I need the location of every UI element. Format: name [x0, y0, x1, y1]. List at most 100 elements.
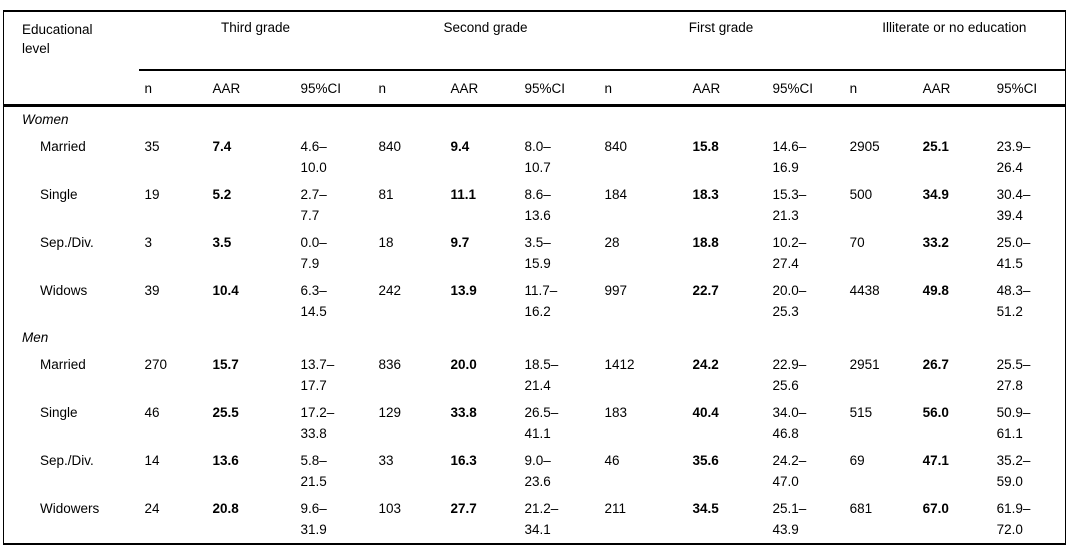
ci-upper: 7.9 — [300, 256, 320, 271]
ci-lower: 22.9– — [772, 357, 807, 372]
cell-n: 184 — [604, 187, 628, 202]
ci-lower: 50.9– — [996, 405, 1031, 420]
ci-lower: 8.6– — [524, 187, 551, 202]
ci-lower: 8.0– — [524, 139, 551, 154]
col-header-ci: 95%CI — [294, 70, 373, 107]
ci-lower: 48.3– — [996, 283, 1031, 298]
ci-lower: 14.6– — [772, 139, 807, 154]
cell-aar: 56.0 — [922, 405, 949, 420]
cell-ci: 11.7– 16.2 — [519, 277, 599, 325]
cell-ci: 18.5– 21.4 — [519, 351, 599, 399]
cell-ci: 21.2– 34.1 — [519, 495, 599, 544]
education-mortality-table: Educational level Third grade Second gra… — [3, 10, 1067, 545]
group-header-third-grade: Third grade — [138, 11, 373, 71]
cell-n: 500 — [849, 187, 873, 202]
cell-aar: 16.3 — [450, 453, 477, 468]
cell-ci: 17.2– 33.8 — [295, 399, 373, 447]
cell-aar: 9.7 — [450, 235, 470, 250]
cell-ci: 0.0– 7.9 — [295, 229, 373, 277]
cell-aar: 13.6 — [212, 453, 239, 468]
row-label: Married — [40, 357, 86, 372]
table-row: Married 270 15.7 13.7– 17.7 836 20.0 18.5– 21.4 1… — [4, 351, 1066, 399]
cell-ci: 6.3– 14.5 — [295, 277, 373, 325]
ci-upper: 10.7 — [524, 160, 551, 175]
ci-lower: 21.2– — [524, 501, 559, 516]
table-body: Women Married 35 7.4 4.6– 10.0 840 9.4 8.0– 10.7 8… — [4, 106, 1066, 545]
cell-n: 81 — [378, 187, 394, 202]
ci-upper: 27.4 — [772, 256, 799, 271]
ci-upper: 17.7 — [300, 378, 327, 393]
row-label: Sep./Div. — [40, 235, 94, 250]
cell-aar: 27.7 — [450, 501, 477, 516]
cell-aar: 11.1 — [450, 187, 477, 202]
cell-ci: 48.3– 51.2 — [991, 277, 1066, 325]
table-row: Single 46 25.5 17.2– 33.8 129 33.8 26.5– 41.1 183… — [4, 399, 1066, 447]
ci-lower: 61.9– — [996, 501, 1031, 516]
ci-lower: 10.2– — [772, 235, 807, 250]
ci-lower: 5.8– — [300, 453, 327, 468]
cell-ci: 25.1– 43.9 — [767, 495, 844, 544]
cell-aar: 25.1 — [922, 139, 949, 154]
ci-lower: 25.1– — [772, 501, 807, 516]
ci-upper: 43.9 — [772, 522, 799, 537]
row-label: Widows — [40, 283, 88, 298]
ci-upper: 27.8 — [996, 378, 1023, 393]
cell-n: 681 — [849, 501, 873, 516]
cell-aar: 35.6 — [692, 453, 719, 468]
cell-ci: 9.0– 23.6 — [519, 447, 599, 495]
group-header-row: Educational level Third grade Second gra… — [3, 11, 1066, 107]
ci-lower: 9.6– — [300, 501, 327, 516]
cell-aar: 24.2 — [692, 357, 719, 372]
ci-upper: 31.9 — [300, 522, 327, 537]
cell-aar: 20.0 — [450, 357, 477, 372]
cell-n: 129 — [378, 405, 402, 420]
cell-n: 997 — [604, 283, 628, 298]
cell-ci: 61.9– 72.0 — [991, 495, 1066, 544]
ci-lower: 15.3– — [772, 187, 807, 202]
ci-upper: 51.2 — [996, 304, 1023, 319]
ci-upper: 14.5 — [300, 304, 327, 319]
cell-n: 46 — [604, 453, 620, 468]
cell-n: 35 — [144, 139, 160, 154]
cell-aar: 49.8 — [922, 283, 949, 298]
section-label-row: Men — [4, 325, 1066, 351]
cell-ci: 2.7– 7.7 — [295, 181, 373, 229]
cell-aar: 67.0 — [922, 501, 949, 516]
row-label: Single — [40, 405, 78, 420]
ci-lower: 23.9– — [996, 139, 1031, 154]
ci-upper: 16.2 — [524, 304, 551, 319]
cell-n: 183 — [604, 405, 628, 420]
cell-ci: 26.5– 41.1 — [519, 399, 599, 447]
cell-ci: 15.3– 21.3 — [767, 181, 844, 229]
ci-lower: 9.0– — [524, 453, 551, 468]
cell-n: 242 — [378, 283, 402, 298]
cell-ci: 35.2– 59.0 — [991, 447, 1066, 495]
sub-header-row: n AAR 95%CI n AAR 95%CI n AAR 95%CI n AA… — [4, 70, 1066, 107]
cell-ci: 13.7– 17.7 — [295, 351, 373, 399]
section-label: Women — [22, 112, 69, 127]
row-label: Married — [40, 139, 86, 154]
cell-ci: 50.9– 61.1 — [991, 399, 1066, 447]
col-header-ci: 95%CI — [990, 70, 1066, 107]
cell-ci: 8.6– 13.6 — [519, 181, 599, 229]
cell-aar: 15.7 — [212, 357, 239, 372]
cell-ci: 25.5– 27.8 — [991, 351, 1066, 399]
ci-upper: 39.4 — [996, 208, 1023, 223]
cell-aar: 40.4 — [692, 405, 719, 420]
cell-n: 2951 — [849, 357, 880, 372]
cell-ci: 25.0– 41.5 — [991, 229, 1066, 277]
ci-lower: 2.7– — [300, 187, 327, 202]
ci-upper: 34.1 — [524, 522, 551, 537]
ci-upper: 61.1 — [996, 426, 1023, 441]
ci-lower: 13.7– — [300, 357, 335, 372]
ci-lower: 4.6– — [300, 139, 327, 154]
cell-aar: 3.5 — [212, 235, 232, 250]
table-row: Married 35 7.4 4.6– 10.0 840 9.4 8.0– 10.7 840 15.… — [4, 133, 1066, 181]
cell-ci: 3.5– 15.9 — [519, 229, 599, 277]
cell-aar: 20.8 — [212, 501, 239, 516]
cell-n: 70 — [849, 235, 865, 250]
ci-lower: 30.4– — [996, 187, 1031, 202]
cell-n: 33 — [378, 453, 394, 468]
ci-upper: 59.0 — [996, 474, 1023, 489]
table-row: Sep./Div. 14 13.6 5.8– 21.5 33 16.3 9.0– 23.6 46 3… — [4, 447, 1066, 495]
